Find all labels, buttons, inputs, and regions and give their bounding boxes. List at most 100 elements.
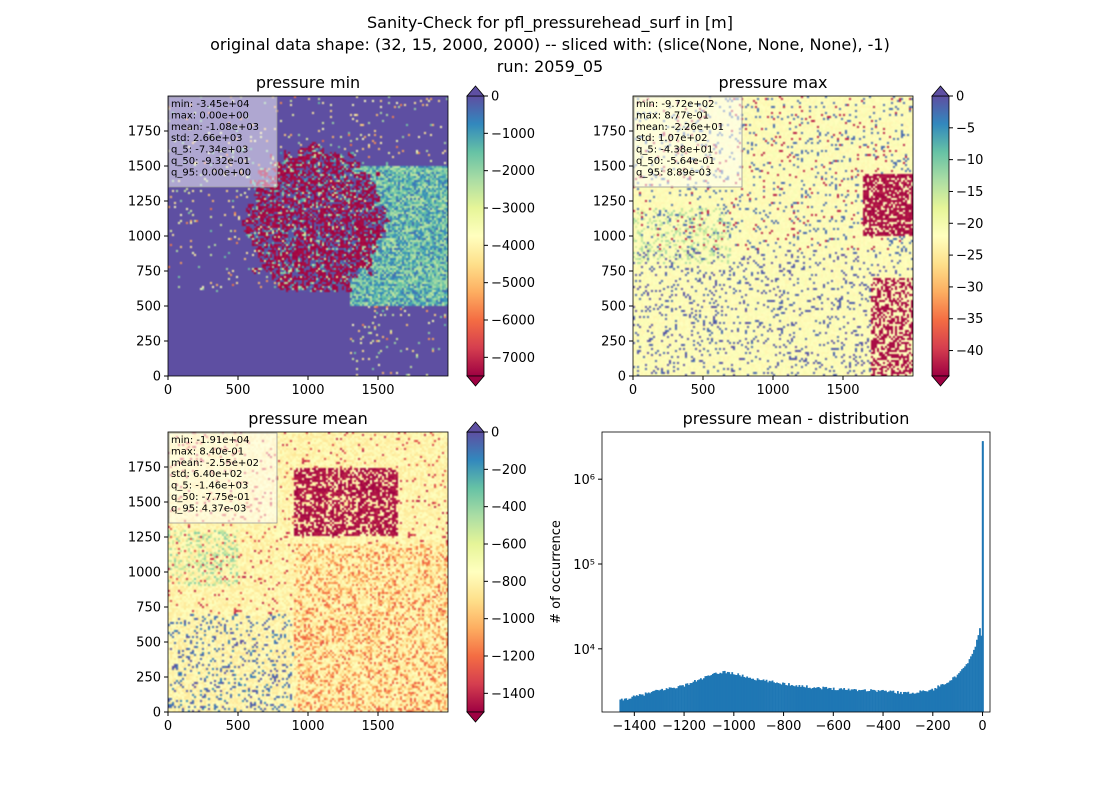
histogram-bar	[862, 689, 865, 712]
histogram-bar	[899, 691, 902, 712]
histogram-bar	[722, 671, 725, 712]
colorbar-tick-label: −6000	[491, 314, 535, 329]
histogram-bar	[820, 689, 823, 712]
x-tick-label: 1000	[291, 719, 324, 734]
histogram-bar	[789, 685, 792, 712]
axes-frame	[601, 431, 991, 713]
histogram-bar	[734, 674, 737, 712]
colorbar	[931, 95, 950, 377]
histogram-bar	[682, 685, 684, 712]
histogram-bar	[858, 689, 860, 712]
histogram-bar	[867, 691, 869, 712]
histogram-bar	[773, 682, 775, 712]
histogram-bar	[855, 689, 857, 712]
histogram-bar	[967, 663, 969, 712]
histogram-bar	[746, 676, 749, 712]
histogram-bar	[729, 674, 732, 712]
x-tick-label: 500	[226, 719, 251, 734]
histogram-bar	[922, 690, 925, 712]
histogram-bar	[917, 692, 920, 712]
colorbar-extend-max	[466, 85, 485, 97]
histogram-bar	[883, 690, 886, 712]
histogram-bar	[673, 687, 675, 712]
histogram-bar	[647, 692, 650, 712]
histogram-bar	[886, 692, 889, 712]
histogram-bar	[788, 683, 790, 712]
histogram-bar	[623, 698, 626, 712]
histogram-bar	[638, 694, 641, 712]
histogram-bar	[946, 682, 949, 712]
histogram-bar	[913, 693, 916, 712]
histogram-bar	[770, 681, 772, 712]
histogram-bar	[719, 672, 722, 712]
stats-line: min: -9.72e+02	[636, 99, 715, 110]
colorbar-extend-min	[466, 711, 485, 723]
histogram-bar	[794, 686, 796, 712]
histogram-bar	[683, 686, 686, 712]
histogram-bar	[861, 689, 863, 712]
colorbar-tick-label: −15	[956, 185, 983, 200]
histogram-bar	[961, 669, 963, 712]
histogram-bar	[697, 680, 699, 712]
histogram-bar	[892, 690, 895, 712]
colorbar-tick-label: −400	[491, 500, 527, 515]
histogram-bar	[935, 688, 938, 712]
figure-title-line-2: original data shape: (32, 15, 2000, 2000…	[210, 35, 890, 54]
histogram-bar	[692, 681, 695, 712]
colorbar-tick-label: −40	[956, 344, 983, 359]
histogram-bar	[676, 688, 678, 712]
histogram-bar	[817, 687, 820, 712]
colorbar-tick-label: 0	[491, 90, 499, 105]
histogram-bar	[813, 687, 816, 712]
histogram-bar	[691, 683, 693, 712]
histogram-bar	[743, 676, 746, 712]
y-tick-label: 1250	[128, 531, 161, 546]
histogram-bar	[632, 695, 635, 712]
histogram-bar	[792, 685, 795, 712]
histogram-bar	[868, 690, 871, 712]
histogram-bar	[893, 692, 896, 712]
y-tick-label: 10⁵	[573, 558, 595, 573]
histogram-bars	[619, 441, 984, 712]
histogram-bar	[708, 675, 711, 712]
panel-title: pressure mean	[248, 409, 368, 428]
histogram-bar	[902, 692, 905, 712]
colorbar-tick-label: −7000	[491, 351, 535, 366]
histogram-bar	[625, 698, 628, 712]
histogram-bar	[804, 687, 807, 712]
colorbar-tick-label: 0	[956, 90, 964, 105]
histogram-bar	[920, 691, 923, 712]
histogram-bar	[798, 685, 801, 712]
histogram-bar	[744, 677, 747, 712]
stats-box	[633, 96, 743, 188]
histogram-bar	[952, 677, 954, 712]
histogram-bar	[919, 690, 922, 712]
histogram-bar	[829, 688, 832, 712]
y-tick-label: 1000	[593, 230, 626, 245]
histogram-bar	[694, 680, 696, 712]
colorbar-tick-label: −10	[956, 153, 983, 168]
histogram-bar	[822, 686, 825, 712]
y-tick-label: 500	[136, 300, 161, 315]
histogram-bar	[785, 685, 787, 712]
histogram-bar	[662, 690, 665, 712]
colorbar-tick-label: −1000	[491, 127, 535, 142]
heatmap-panel-1: pressure min 0 500 1000 1500 0 250 500 750 1000 12…	[128, 73, 535, 398]
histogram-bar	[844, 689, 847, 712]
histogram-bar	[619, 699, 622, 712]
histogram-bar	[911, 692, 914, 712]
histogram-bar	[732, 674, 735, 712]
histogram-bar	[750, 678, 753, 712]
colorbar	[466, 95, 485, 377]
histogram-bar	[953, 676, 956, 712]
histogram-bar	[644, 692, 647, 712]
histogram-bar	[641, 694, 644, 712]
histogram-bar	[871, 689, 874, 712]
histogram-bar	[970, 656, 972, 712]
histogram-bar	[837, 690, 840, 712]
histogram-bar	[726, 671, 729, 712]
histogram-bar	[759, 680, 762, 712]
histogram-bar	[831, 689, 834, 712]
histogram-bar	[752, 678, 755, 712]
